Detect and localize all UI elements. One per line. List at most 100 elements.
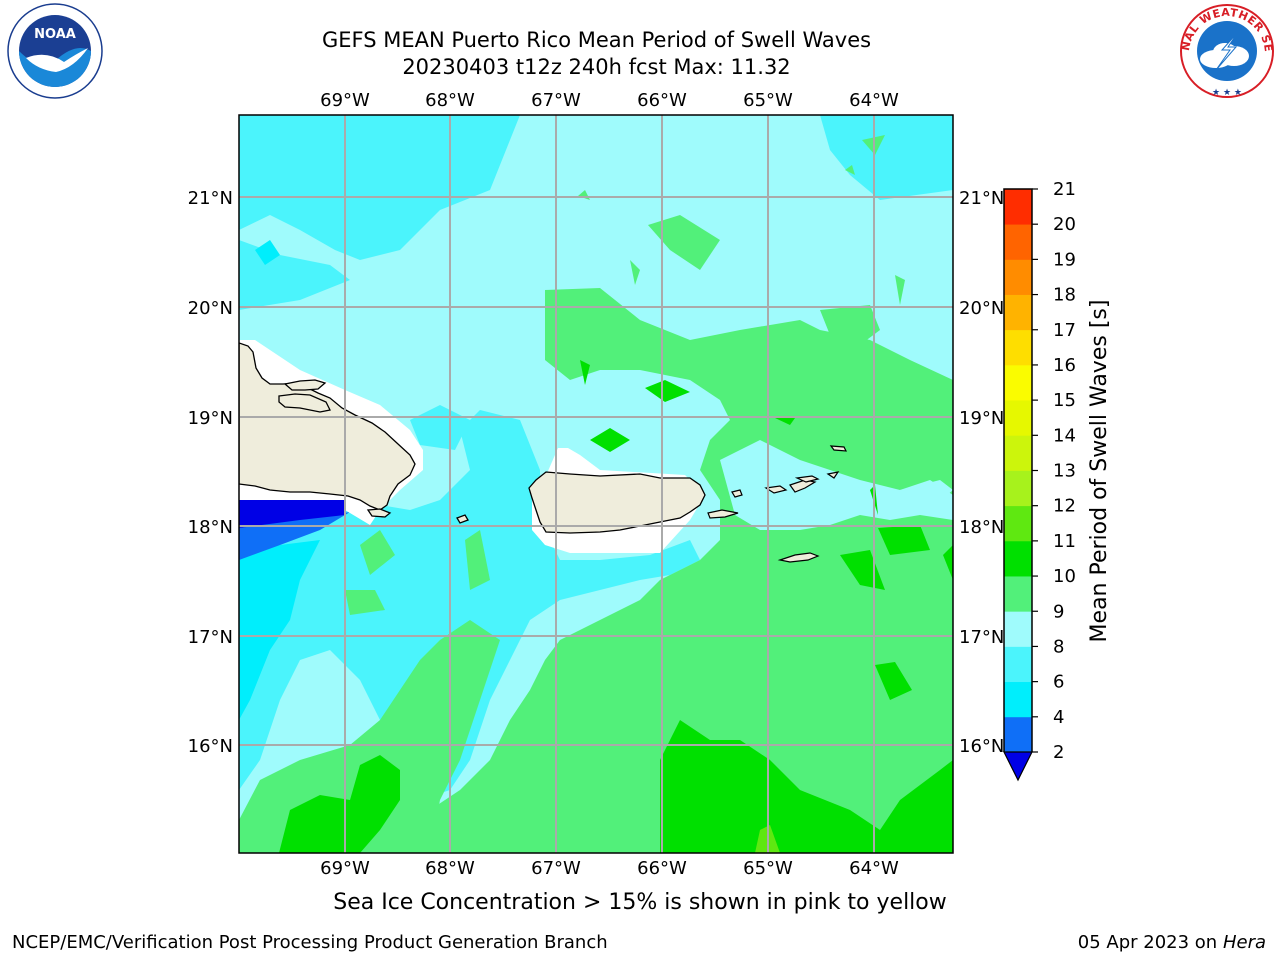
lat-label-left: 19°N: [188, 408, 233, 429]
credit-text: NCEP/EMC/Verification Post Processing Pr…: [12, 932, 608, 953]
lat-label-left: 16°N: [188, 736, 233, 757]
contour-6s-band: [239, 540, 320, 720]
colorbar-segment: [1004, 716, 1032, 753]
colorbar-segment: [1004, 435, 1032, 471]
colorbar-tick-label: 19: [1053, 249, 1076, 270]
colorbar-segment: [1004, 364, 1032, 401]
contour-6s-band: [255, 240, 280, 265]
mona-island: [456, 514, 469, 524]
colorbar-tick-label: 13: [1053, 461, 1076, 482]
colorbar-tick-label: 2: [1053, 742, 1064, 763]
lat-label-right: 21°N: [959, 188, 1004, 209]
colorbar-segment: [1004, 189, 1032, 225]
contour-11s-band: [943, 545, 953, 580]
lon-label-bottom: 67°W: [531, 858, 581, 879]
contour-10s-band: [345, 590, 385, 615]
colorbar-segment: [1004, 681, 1032, 718]
tortola-island: [794, 475, 820, 483]
lon-label-top: 67°W: [531, 90, 581, 111]
contour-10s-band: [895, 275, 905, 305]
contour-10s-band: [648, 215, 720, 270]
lon-label-bottom: 68°W: [425, 858, 475, 879]
colorbar-tick-label: 10: [1053, 566, 1076, 587]
lat-label-right: 20°N: [959, 298, 1004, 319]
colorbar-segment: [1004, 576, 1032, 612]
anegada-island: [829, 445, 848, 452]
colorbar-tick-label: 20: [1053, 214, 1076, 235]
lat-label-left: 21°N: [188, 188, 233, 209]
run-date-text: 05 Apr 2023 on: [1077, 932, 1223, 953]
colorbar-segment: [1004, 470, 1032, 507]
colorbar-segment: [1004, 294, 1032, 331]
colorbar-label: Mean Period of Swell Waves [s]: [1087, 300, 1112, 643]
map-frame: [238, 114, 954, 854]
contour-10s-band: [845, 165, 855, 175]
nws-logo: NATIONAL WEATHER SERVICE ★ ★ ★: [1178, 2, 1275, 98]
virgin-gorda-island: [826, 471, 840, 479]
colorbar-segment: [1004, 540, 1032, 577]
lon-label-top: 66°W: [637, 90, 687, 111]
lat-label-left: 20°N: [188, 298, 233, 319]
contour-11s-band: [645, 380, 690, 402]
hispaniola-land: [239, 342, 416, 511]
lat-label-left: 17°N: [188, 627, 233, 648]
lon-label-top: 64°W: [849, 90, 899, 111]
lat-label-right: 17°N: [959, 627, 1004, 648]
lon-label-top: 65°W: [743, 90, 793, 111]
colorbar-tick-label: 21: [1053, 179, 1076, 200]
colorbar-tick-label: 4: [1053, 707, 1064, 728]
tortuga-island: [283, 379, 327, 391]
contour-11s-band: [590, 428, 630, 452]
colorbar-segment: [1004, 259, 1032, 295]
lat-label-left: 18°N: [188, 517, 233, 538]
lon-label-bottom: 69°W: [320, 858, 370, 879]
st-croix-island: [777, 552, 820, 563]
lon-label-bottom: 64°W: [849, 858, 899, 879]
sea-ice-note: Sea Ice Concentration > 15% is shown in …: [333, 890, 947, 915]
saona-island: [366, 508, 392, 518]
contour-10s-band: [820, 305, 880, 345]
graticule: [239, 115, 953, 853]
contour-fill-layer: [239, 115, 953, 853]
chart-title: GEFS MEAN Puerto Rico Mean Period of Swe…: [321, 28, 872, 52]
run-date: 05 Apr 2023 on Hera: [1078, 932, 1266, 953]
colorbar-tick-label: 17: [1053, 320, 1076, 341]
colorbar-tick-label: 8: [1053, 636, 1064, 657]
colorbar-segment: [1004, 611, 1032, 647]
contour-11s-band: [279, 755, 400, 853]
lon-label-bottom: 66°W: [637, 858, 687, 879]
svg-text:★ ★ ★: ★ ★ ★: [1212, 88, 1242, 98]
st-thomas-island: [764, 485, 788, 494]
contour-10s-band: [400, 288, 953, 853]
lon-label-top: 68°W: [425, 90, 475, 111]
vieques-island: [707, 509, 739, 519]
lat-label-right: 16°N: [959, 736, 1004, 757]
machine-name: Hera: [1222, 932, 1266, 953]
noaa-logo-text: NOAA: [34, 27, 76, 42]
contour-8s-band: [820, 115, 953, 200]
contour-11s-band: [660, 720, 953, 853]
colorbar: 2 4 6 8 9 10 11 12 13 14 15 16 17 18 19 20 21: [1003, 179, 1076, 782]
colorbar-segment: [1004, 329, 1032, 366]
contour-11s-band: [775, 418, 795, 425]
colorbar-tick-label: 9: [1053, 601, 1064, 622]
colorbar-tick-label: 6: [1053, 672, 1064, 693]
colorbar-tick-label: 16: [1053, 355, 1076, 376]
lon-label-bottom: 65°W: [743, 858, 793, 879]
axis-labels: 69°W 68°W 67°W 66°W 65°W 64°W 69°W 68°W …: [188, 90, 1005, 879]
lat-label-right: 19°N: [959, 408, 1004, 429]
contour-11s-band: [875, 662, 912, 700]
colorbar-segment: [1004, 224, 1032, 260]
contour-10s-band: [360, 530, 395, 575]
noaa-logo: NOAA: [7, 3, 103, 99]
colorbar-segment: [1004, 505, 1032, 542]
colorbar-tick-label: 12: [1053, 496, 1076, 517]
lon-label-top: 69°W: [320, 90, 370, 111]
contour-9s-band: [900, 480, 953, 510]
culebra-island: [731, 489, 743, 498]
colorbar-segment: [1004, 400, 1032, 436]
contour-10s-band: [630, 260, 640, 285]
colorbar-tick-label: 18: [1053, 285, 1076, 306]
colorbar-tick-label: 11: [1053, 531, 1076, 552]
